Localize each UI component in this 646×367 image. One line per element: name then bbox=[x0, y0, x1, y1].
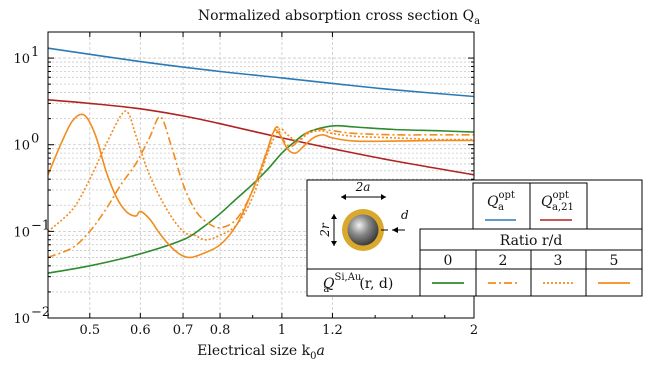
particle-diagram: 2a 2r d bbox=[318, 180, 409, 251]
dim-2a-arrow-right bbox=[381, 194, 386, 200]
series-line-qopt bbox=[48, 47, 474, 98]
y-tick-exponent: 0 bbox=[31, 132, 39, 147]
dim-2r-arrow-top bbox=[331, 214, 337, 219]
legend-row-sub: a bbox=[323, 284, 329, 295]
series-line-r0 bbox=[48, 124, 474, 274]
chart-title-main: Normalized absorption cross section Q bbox=[198, 8, 474, 24]
x-axis-title-main: Electrical size k bbox=[197, 343, 311, 359]
plot-frame bbox=[47, 31, 475, 319]
y-tick-exponent: −1 bbox=[31, 218, 50, 233]
legend-qopt21-sup: opt bbox=[552, 190, 568, 201]
legend-row-q: Q bbox=[323, 276, 335, 292]
series-line-r5 bbox=[48, 113, 474, 259]
y-tick-label: 10 bbox=[13, 52, 30, 67]
ratio-value-5: 5 bbox=[610, 253, 619, 269]
data-curves bbox=[48, 47, 474, 274]
x-tick-label: 0.6 bbox=[130, 323, 151, 338]
y-tick-exponent: 1 bbox=[31, 45, 39, 60]
dim-2r-label: 2r bbox=[318, 222, 332, 238]
legend-qopt21-label: Qopt a,21 bbox=[541, 190, 574, 213]
x-axis-title-tail: a bbox=[317, 343, 325, 359]
legend-row-tail: (r, d) bbox=[359, 276, 393, 292]
ratio-value-0: 0 bbox=[444, 253, 453, 269]
x-tick-label: 2 bbox=[470, 323, 478, 338]
dim-d-arrow bbox=[392, 227, 398, 233]
ratio-value-3: 3 bbox=[554, 253, 563, 269]
legend-row-label: QSi,Au a (r, d) bbox=[323, 272, 393, 295]
dim-d-label: d bbox=[401, 208, 409, 222]
chart-title-sub: a bbox=[474, 16, 480, 27]
series-line-r3 bbox=[48, 110, 474, 241]
y-tick-label: 10 bbox=[13, 312, 30, 327]
dim-2r-arrow-bottom bbox=[331, 241, 337, 246]
dim-2a-label: 2a bbox=[355, 180, 371, 194]
x-axis-title: Electrical size k0a bbox=[197, 343, 325, 362]
x-tick-label: 0.7 bbox=[173, 323, 194, 338]
series-line-r2 bbox=[48, 116, 474, 259]
x-tick-label: 1 bbox=[278, 323, 286, 338]
legend-row-sup: Si,Au bbox=[334, 272, 361, 283]
ratio-header: Ratio r/d bbox=[500, 233, 563, 249]
legend: 2a 2r d Qopt a Qopt a,21 Ratio r/d bbox=[306, 179, 643, 297]
x-tick-label: 1.2 bbox=[322, 323, 343, 338]
dim-2a-arrow-left bbox=[341, 194, 346, 200]
legend-qopt-sup: opt bbox=[498, 190, 514, 201]
legend-qopt21-sub: a,21 bbox=[552, 202, 574, 213]
chart-title: Normalized absorption cross section Qa bbox=[198, 8, 480, 27]
legend-qopt-label: Qopt a bbox=[487, 190, 515, 213]
y-tick-label: 10 bbox=[13, 139, 30, 154]
series-line-qopt21 bbox=[48, 99, 474, 176]
ratio-value-2: 2 bbox=[499, 253, 508, 269]
x-tick-label: 0.5 bbox=[79, 323, 100, 338]
legend-qopt21-q: Q bbox=[541, 194, 553, 210]
y-tick-label: 10 bbox=[13, 225, 30, 240]
x-tick-label: 0.8 bbox=[210, 323, 231, 338]
silicon-core bbox=[347, 214, 379, 246]
y-tick-exponent: −2 bbox=[31, 305, 50, 320]
legend-qopt-q: Q bbox=[487, 194, 499, 210]
x-axis-title-sub: 0 bbox=[310, 351, 316, 362]
legend-qopt-sub: a bbox=[498, 202, 504, 213]
